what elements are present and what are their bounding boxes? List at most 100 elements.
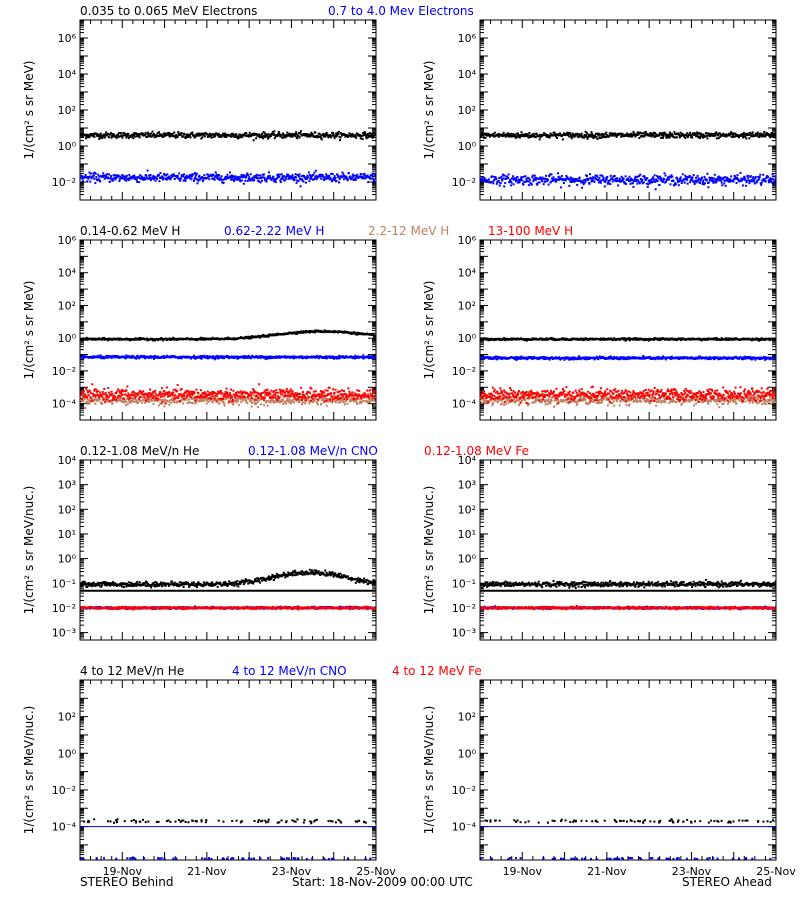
data-point <box>333 177 336 180</box>
data-point <box>130 400 133 403</box>
data-point <box>549 132 552 135</box>
data-point <box>325 173 328 176</box>
data-point <box>161 178 164 181</box>
data-point <box>194 401 197 404</box>
data-point <box>506 175 509 178</box>
data-point <box>600 179 603 182</box>
data-point <box>258 180 261 183</box>
data-point <box>330 136 333 139</box>
data-point <box>716 178 719 181</box>
data-point <box>676 178 679 181</box>
data-point <box>329 176 332 179</box>
data-point <box>718 132 721 135</box>
data-point <box>480 134 483 137</box>
data-point <box>229 178 232 181</box>
data-point <box>80 398 83 401</box>
data-point <box>331 180 334 183</box>
data-point <box>218 135 221 138</box>
data-point <box>135 135 138 138</box>
data-point <box>583 136 586 139</box>
data-point <box>232 133 235 136</box>
data-point <box>184 178 187 181</box>
data-point <box>608 179 611 182</box>
data-point <box>290 399 293 402</box>
data-point <box>88 400 91 403</box>
data-point <box>342 178 345 181</box>
data-point <box>148 401 151 404</box>
data-point <box>585 136 588 139</box>
data-point <box>674 181 677 184</box>
data-point <box>298 136 301 139</box>
data-point <box>91 398 94 401</box>
data-point <box>99 134 102 137</box>
data-point <box>234 176 237 179</box>
data-point <box>83 407 86 410</box>
data-point <box>320 137 323 140</box>
data-point <box>728 134 731 137</box>
data-point <box>620 175 623 178</box>
data-point <box>138 181 141 184</box>
data-point <box>351 398 354 401</box>
y-tick-label: 10⁻² <box>52 176 76 189</box>
data-point <box>669 176 672 179</box>
data-point <box>364 177 367 180</box>
data-point <box>348 132 351 135</box>
data-point <box>266 137 269 140</box>
data-point <box>710 179 713 182</box>
data-point <box>112 179 115 182</box>
data-point <box>162 398 165 401</box>
data-point <box>539 136 542 139</box>
data-point <box>751 131 754 134</box>
data-point <box>603 185 606 188</box>
data-point <box>230 135 233 138</box>
data-point <box>366 132 369 135</box>
data-point <box>167 134 170 137</box>
data-point <box>371 174 374 177</box>
data-point <box>352 355 355 358</box>
data-point <box>152 174 155 177</box>
data-point <box>102 172 105 175</box>
data-point <box>121 173 124 176</box>
data-point <box>700 178 703 181</box>
data-point <box>586 132 589 135</box>
data-point <box>301 401 304 404</box>
data-point <box>191 132 193 135</box>
data-point <box>571 177 574 180</box>
data-point <box>299 185 302 188</box>
y-tick-label: 10⁶ <box>58 32 77 45</box>
data-point <box>666 136 669 139</box>
data-point <box>351 173 354 176</box>
data-point <box>758 136 761 139</box>
data-point <box>538 138 541 141</box>
data-point <box>281 399 284 402</box>
data-point <box>195 172 198 175</box>
data-point <box>110 132 113 135</box>
data-point <box>528 177 531 180</box>
data-point <box>259 396 262 399</box>
data-point <box>236 178 239 181</box>
data-point <box>248 397 251 400</box>
data-point <box>668 131 671 134</box>
data-point <box>220 393 223 396</box>
data-point <box>767 179 770 182</box>
data-point <box>241 174 244 177</box>
data-point <box>692 174 695 177</box>
data-point <box>108 136 111 139</box>
data-point <box>638 182 641 185</box>
data-point <box>133 133 136 136</box>
data-point <box>531 176 534 179</box>
data-point <box>325 174 328 177</box>
data-point <box>356 173 359 176</box>
data-point <box>264 357 267 360</box>
data-point <box>148 133 151 136</box>
data-point <box>206 355 209 358</box>
data-point <box>515 180 518 183</box>
data-point <box>741 184 744 187</box>
data-point <box>250 405 253 408</box>
data-point <box>322 175 325 178</box>
data-point <box>249 398 252 401</box>
data-point <box>107 339 110 342</box>
data-point <box>180 177 183 180</box>
data-point <box>286 131 289 134</box>
